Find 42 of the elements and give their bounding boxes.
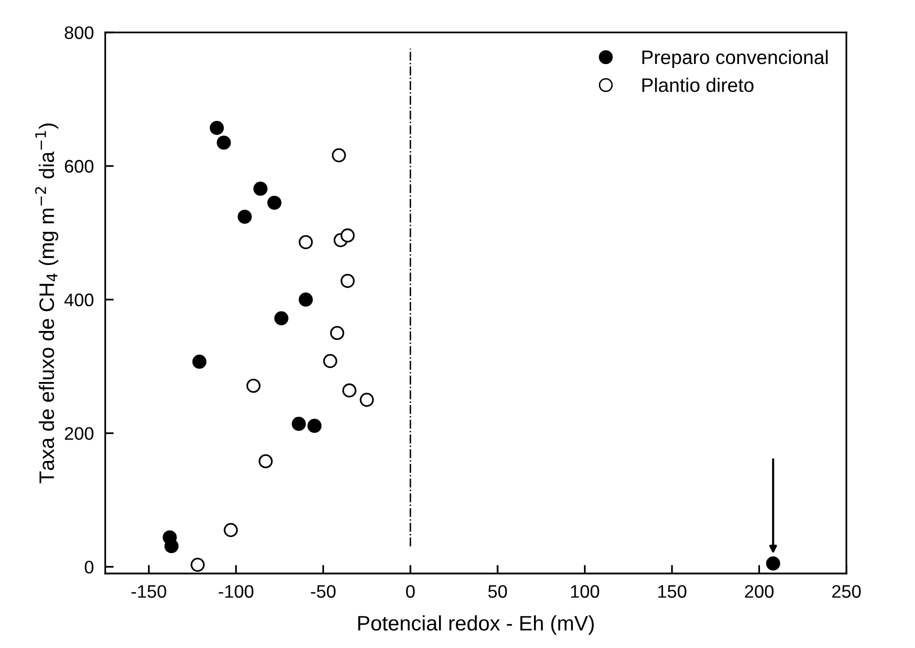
x-tick-label: 0 <box>406 585 415 598</box>
point <box>253 182 268 196</box>
x-tick-label: 50 <box>488 585 507 598</box>
point <box>298 292 313 307</box>
point <box>360 392 374 407</box>
point <box>267 196 282 210</box>
y-tick-label: 400 <box>64 294 94 306</box>
point <box>164 539 179 554</box>
legend-label: Plantio direto <box>642 78 754 92</box>
point <box>298 235 313 250</box>
point <box>340 274 355 288</box>
x-axis-title: Potencial redox - Eh (mV) <box>358 615 594 635</box>
y-tick-label: 600 <box>64 160 94 173</box>
point <box>332 148 346 162</box>
y-tick-label: 0 <box>84 560 94 574</box>
x-tick-label: 150 <box>658 585 686 598</box>
point <box>292 416 306 431</box>
point <box>238 210 252 224</box>
point <box>340 228 355 243</box>
y-tick-label: 800 <box>64 26 94 40</box>
point <box>307 418 322 433</box>
point <box>323 354 338 368</box>
point <box>766 556 780 571</box>
point <box>224 523 238 538</box>
point <box>190 558 205 572</box>
point <box>342 383 356 398</box>
x-tick-label: 100 <box>571 585 600 598</box>
x-tick-label: 200 <box>745 585 774 598</box>
point <box>274 311 288 326</box>
y-tick-label: 200 <box>64 427 94 440</box>
point <box>192 354 206 369</box>
point <box>216 136 231 150</box>
x-tick-label: -100 <box>218 585 254 598</box>
point <box>210 120 224 135</box>
x-tick-label: -150 <box>132 585 166 598</box>
x-tick-label: 250 <box>832 585 861 598</box>
legend-label: Preparo convencional <box>642 50 828 68</box>
point <box>258 454 273 468</box>
x-tick-label: -50 <box>310 585 336 598</box>
point <box>246 378 260 393</box>
y-axis-title: Taxa de efluxo de CH$_{4}$ (mg m$^{−2}$ dia$^{−1}$) <box>35 124 58 484</box>
point <box>330 326 344 340</box>
